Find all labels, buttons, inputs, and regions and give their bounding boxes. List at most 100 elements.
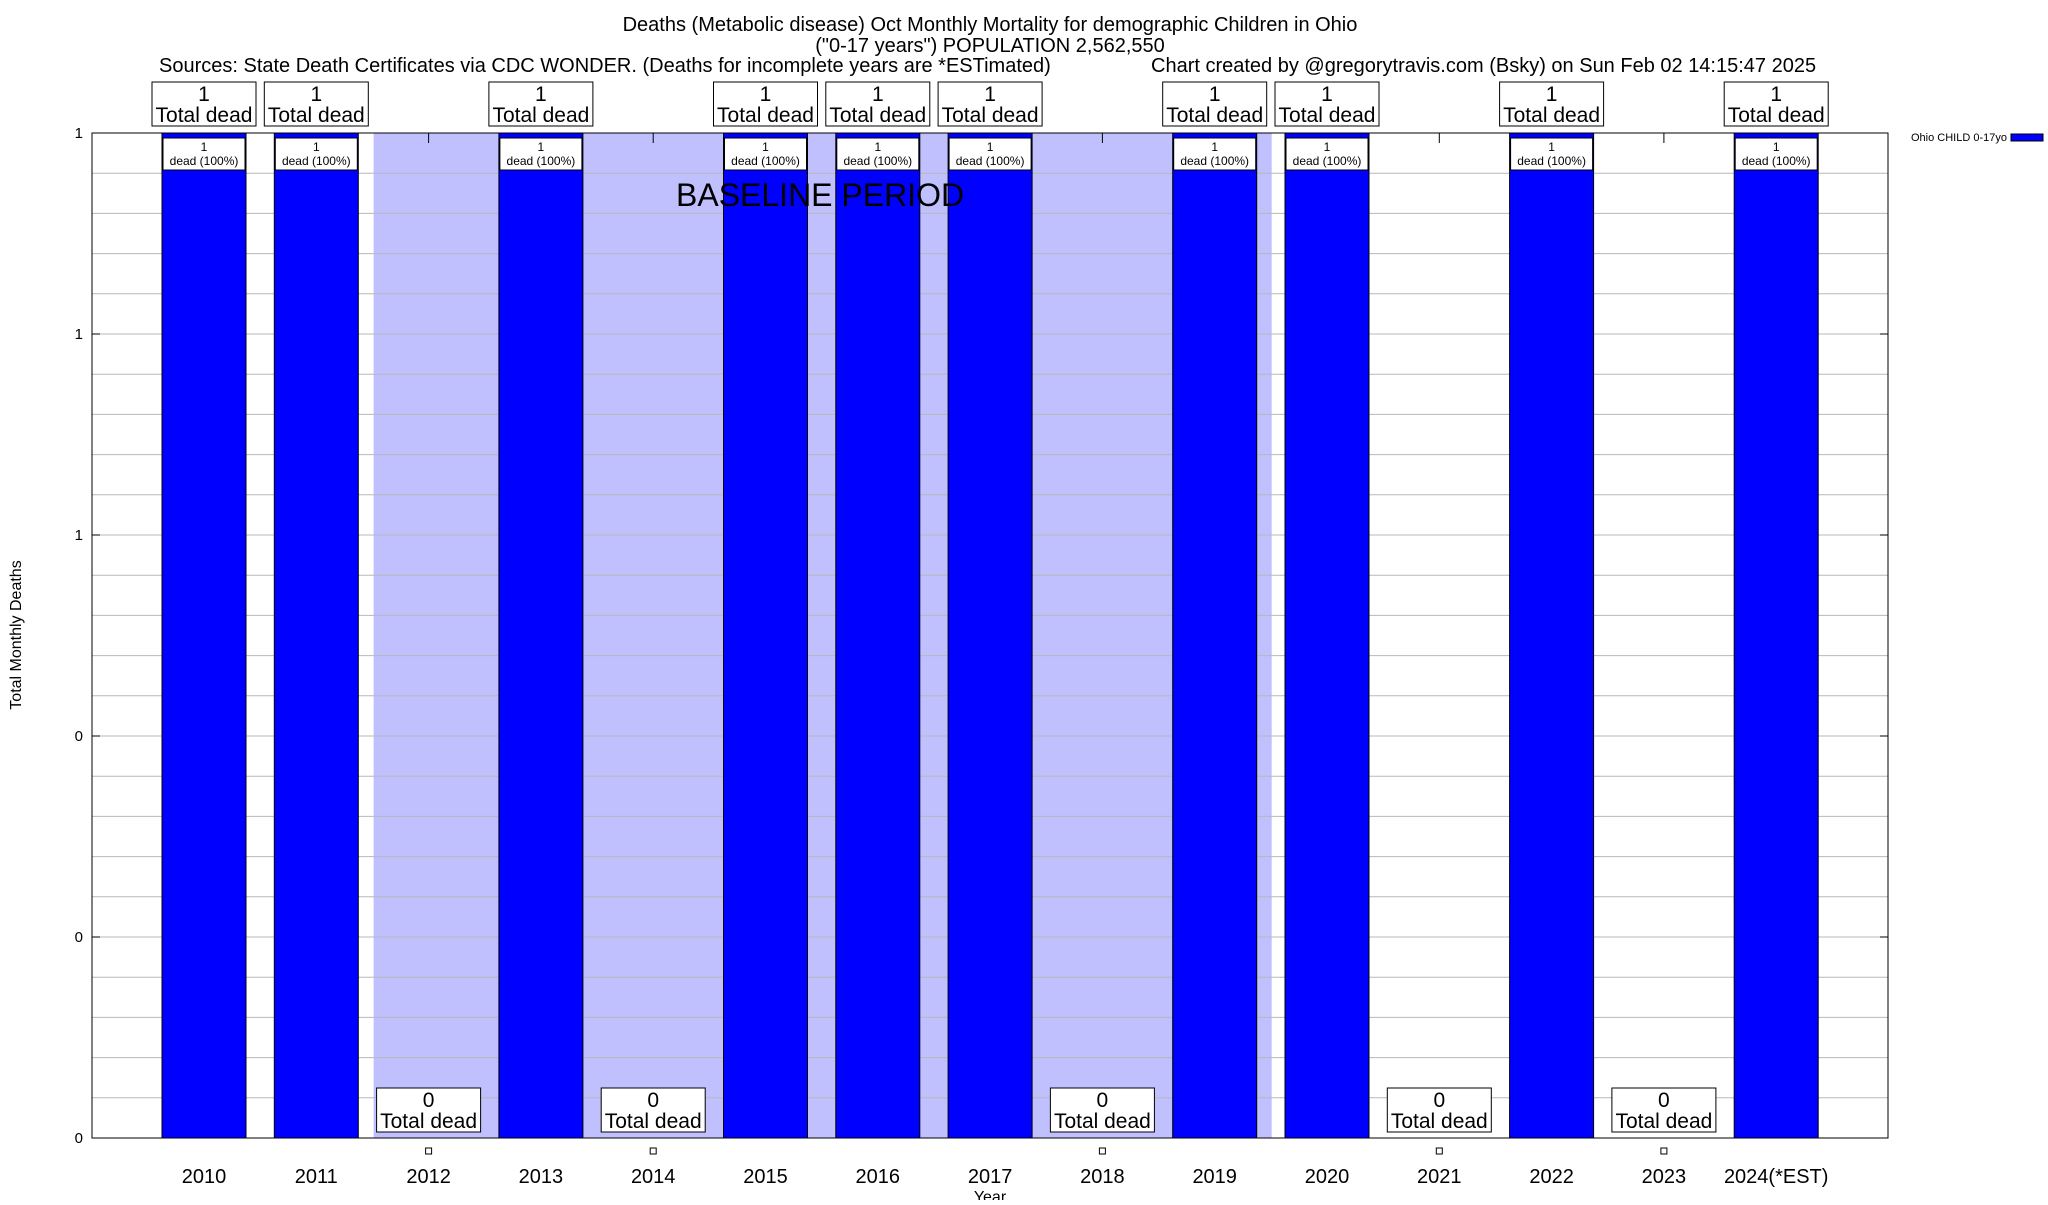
- x-axis-label: Year: [974, 1189, 1007, 1200]
- bar-inner-count: 1: [1548, 140, 1555, 154]
- bar: [835, 132, 921, 1139]
- total-dead-label: Total dead: [1391, 1110, 1488, 1133]
- total-count-label: 0: [423, 1089, 435, 1112]
- total-dead-label: Total dead: [1166, 104, 1263, 127]
- chart-sources: Sources: State Death Certificates via CD…: [159, 55, 1051, 77]
- total-label-box: [1499, 81, 1605, 127]
- x-tick-label: 2019: [1192, 1166, 1237, 1188]
- bar-inner-label-box: [1285, 137, 1369, 171]
- bar-inner-label: dead (100%): [282, 154, 351, 168]
- bar-inner-count: 1: [762, 140, 769, 154]
- total-count-label: 1: [1546, 83, 1558, 106]
- bar-inner-label: dead (100%): [170, 154, 239, 168]
- total-dead-label: Total dead: [1279, 104, 1376, 127]
- bar-inner-label: dead (100%): [507, 154, 576, 168]
- x-tick-label: 2024(*EST): [1724, 1166, 1829, 1188]
- total-label-box: [263, 81, 369, 127]
- total-count-label: 1: [198, 83, 210, 106]
- total-label-box: [713, 81, 818, 127]
- bar-inner-label-box: [1734, 137, 1818, 171]
- bar-inner-label: dead (100%): [843, 154, 912, 168]
- x-tick-label: 2011: [295, 1166, 338, 1188]
- zero-marker: [649, 1147, 657, 1155]
- total-label-box: [1723, 81, 1829, 127]
- total-count-label: 1: [760, 83, 772, 106]
- bar-inner-label: dead (100%): [1293, 154, 1362, 168]
- total-dead-label: Total dead: [717, 104, 814, 127]
- bar: [1284, 132, 1370, 1139]
- total-count-label: 0: [1097, 1089, 1109, 1112]
- total-dead-label: Total dead: [380, 1110, 477, 1133]
- total-label-box: [1162, 81, 1268, 127]
- total-count-label: 1: [872, 83, 884, 106]
- total-dead-label: Total dead: [942, 104, 1039, 127]
- total-label-box: [376, 1087, 482, 1133]
- legend-label: Ohio CHILD 0-17yo: [1911, 132, 2007, 144]
- x-tick-label: 2014: [631, 1166, 676, 1188]
- total-dead-label: Total dead: [156, 104, 253, 127]
- y-tick-label: 1: [75, 326, 83, 343]
- total-count-label: 1: [1770, 83, 1782, 106]
- bar-inner-label-box: [836, 137, 920, 171]
- bar-inner-count: 1: [313, 140, 320, 154]
- bar-inner-label-box: [162, 137, 246, 171]
- bar: [947, 132, 1033, 1139]
- total-count-label: 1: [1321, 83, 1333, 106]
- total-count-label: 1: [535, 83, 547, 106]
- bar-inner-label-box: [948, 137, 1032, 171]
- x-tick-label: 2016: [856, 1166, 901, 1188]
- bar: [161, 132, 247, 1139]
- total-label-box: [1049, 1087, 1155, 1133]
- bar-inner-label: dead (100%): [731, 154, 800, 168]
- bar-inner-label-box: [1173, 137, 1257, 171]
- total-label-box: [937, 81, 1043, 127]
- total-dead-label: Total dead: [605, 1110, 702, 1133]
- total-count-label: 0: [1658, 1089, 1670, 1112]
- bar-inner-count: 1: [1773, 140, 1780, 154]
- bar-inner-count: 1: [1324, 140, 1331, 154]
- bar: [273, 132, 359, 1139]
- bar-inner-label-box: [499, 137, 583, 171]
- total-label-box: [1611, 1087, 1717, 1133]
- total-label-box: [1386, 1087, 1492, 1133]
- total-label-box: [151, 81, 257, 127]
- x-tick-label: 2023: [1642, 1166, 1687, 1188]
- x-tick-label: 2015: [743, 1166, 788, 1188]
- baseline-period-label: BASELINE PERIOD: [676, 177, 964, 213]
- y-tick-label: 0: [75, 1130, 83, 1147]
- total-count-label: 0: [647, 1089, 659, 1112]
- x-tick-label: 2012: [406, 1166, 451, 1188]
- bar-inner-count: 1: [987, 140, 994, 154]
- bar-inner-label: dead (100%): [956, 154, 1025, 168]
- bar-inner-label: dead (100%): [1742, 154, 1811, 168]
- bar: [1733, 132, 1819, 1139]
- total-label-box: [1274, 81, 1380, 127]
- total-label-box: [600, 1087, 706, 1133]
- zero-marker: [425, 1147, 433, 1155]
- bar-inner-count: 1: [538, 140, 545, 154]
- legend-swatch: [2010, 133, 2044, 142]
- total-dead-label: Total dead: [1728, 104, 1825, 127]
- total-dead-label: Total dead: [492, 104, 589, 127]
- zero-marker: [1435, 1147, 1443, 1155]
- bar-inner-count: 1: [874, 140, 881, 154]
- legend: Ohio CHILD 0-17yo: [1911, 132, 2044, 144]
- total-count-label: 0: [1433, 1089, 1445, 1112]
- total-count-label: 1: [984, 83, 996, 106]
- total-dead-label: Total dead: [829, 104, 926, 127]
- total-count-label: 1: [310, 83, 322, 106]
- bar: [1172, 132, 1258, 1139]
- total-dead-label: Total dead: [1615, 1110, 1712, 1133]
- bar-inner-label: dead (100%): [1517, 154, 1586, 168]
- bar-inner-label-box: [274, 137, 358, 171]
- total-dead-label: Total dead: [268, 104, 365, 127]
- total-dead-label: Total dead: [1054, 1110, 1151, 1133]
- chart-credit: Chart created by @gregorytravis.com (Bsk…: [1151, 55, 1816, 77]
- bar: [1509, 132, 1595, 1139]
- x-tick-label: 2017: [968, 1166, 1013, 1188]
- bar-inner-label: dead (100%): [1180, 154, 1249, 168]
- chart-title-line-2: ("0-17 years") POPULATION 2,562,550: [815, 35, 1165, 57]
- bar-inner-count: 1: [1211, 140, 1218, 154]
- chart-title-line-1: Deaths (Metabolic disease) Oct Monthly M…: [623, 14, 1358, 36]
